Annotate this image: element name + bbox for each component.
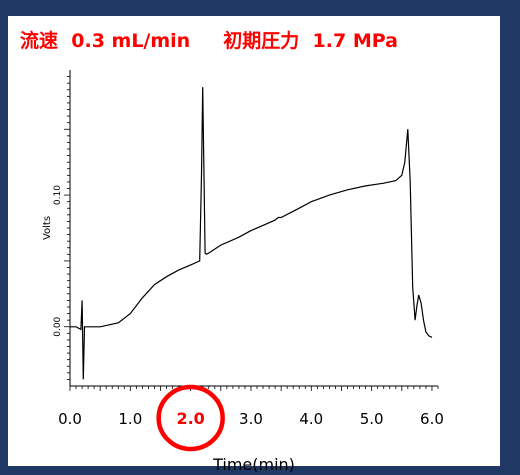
x-ticks: 0.0 1.0 2.0 3.0 4.0 5.0 6.0	[58, 386, 444, 428]
x-tick-label: 6.0	[420, 410, 444, 428]
axes	[69, 70, 438, 387]
pressure-value: 1.7 MPa	[312, 30, 398, 52]
y-tick-label: 0.10	[53, 185, 63, 205]
y-ticks: 0.00 0.10	[53, 76, 70, 380]
chromatogram-trace	[70, 87, 433, 380]
y-axis-label: Volts	[42, 216, 53, 240]
x-tick-label-highlighted: 2.0	[176, 409, 204, 428]
x-tick-label: 3.0	[239, 410, 263, 428]
conditions-header: 流速 0.3 mL/min 初期圧力 1.7 MPa	[20, 28, 398, 54]
chart-panel	[8, 16, 500, 466]
flow-label: 流速	[20, 30, 59, 52]
x-tick-label: 5.0	[360, 410, 384, 428]
x-tick-label: 0.0	[58, 410, 82, 428]
highlight-circle	[156, 384, 225, 452]
pressure-label: 初期圧力	[223, 30, 300, 52]
y-tick-label: 0.00	[53, 316, 63, 336]
flow-value: 0.3 mL/min	[71, 30, 191, 52]
x-axis-label: Time(min)	[212, 455, 295, 474]
x-tick-label: 1.0	[118, 410, 142, 428]
x-tick-label: 4.0	[299, 410, 323, 428]
